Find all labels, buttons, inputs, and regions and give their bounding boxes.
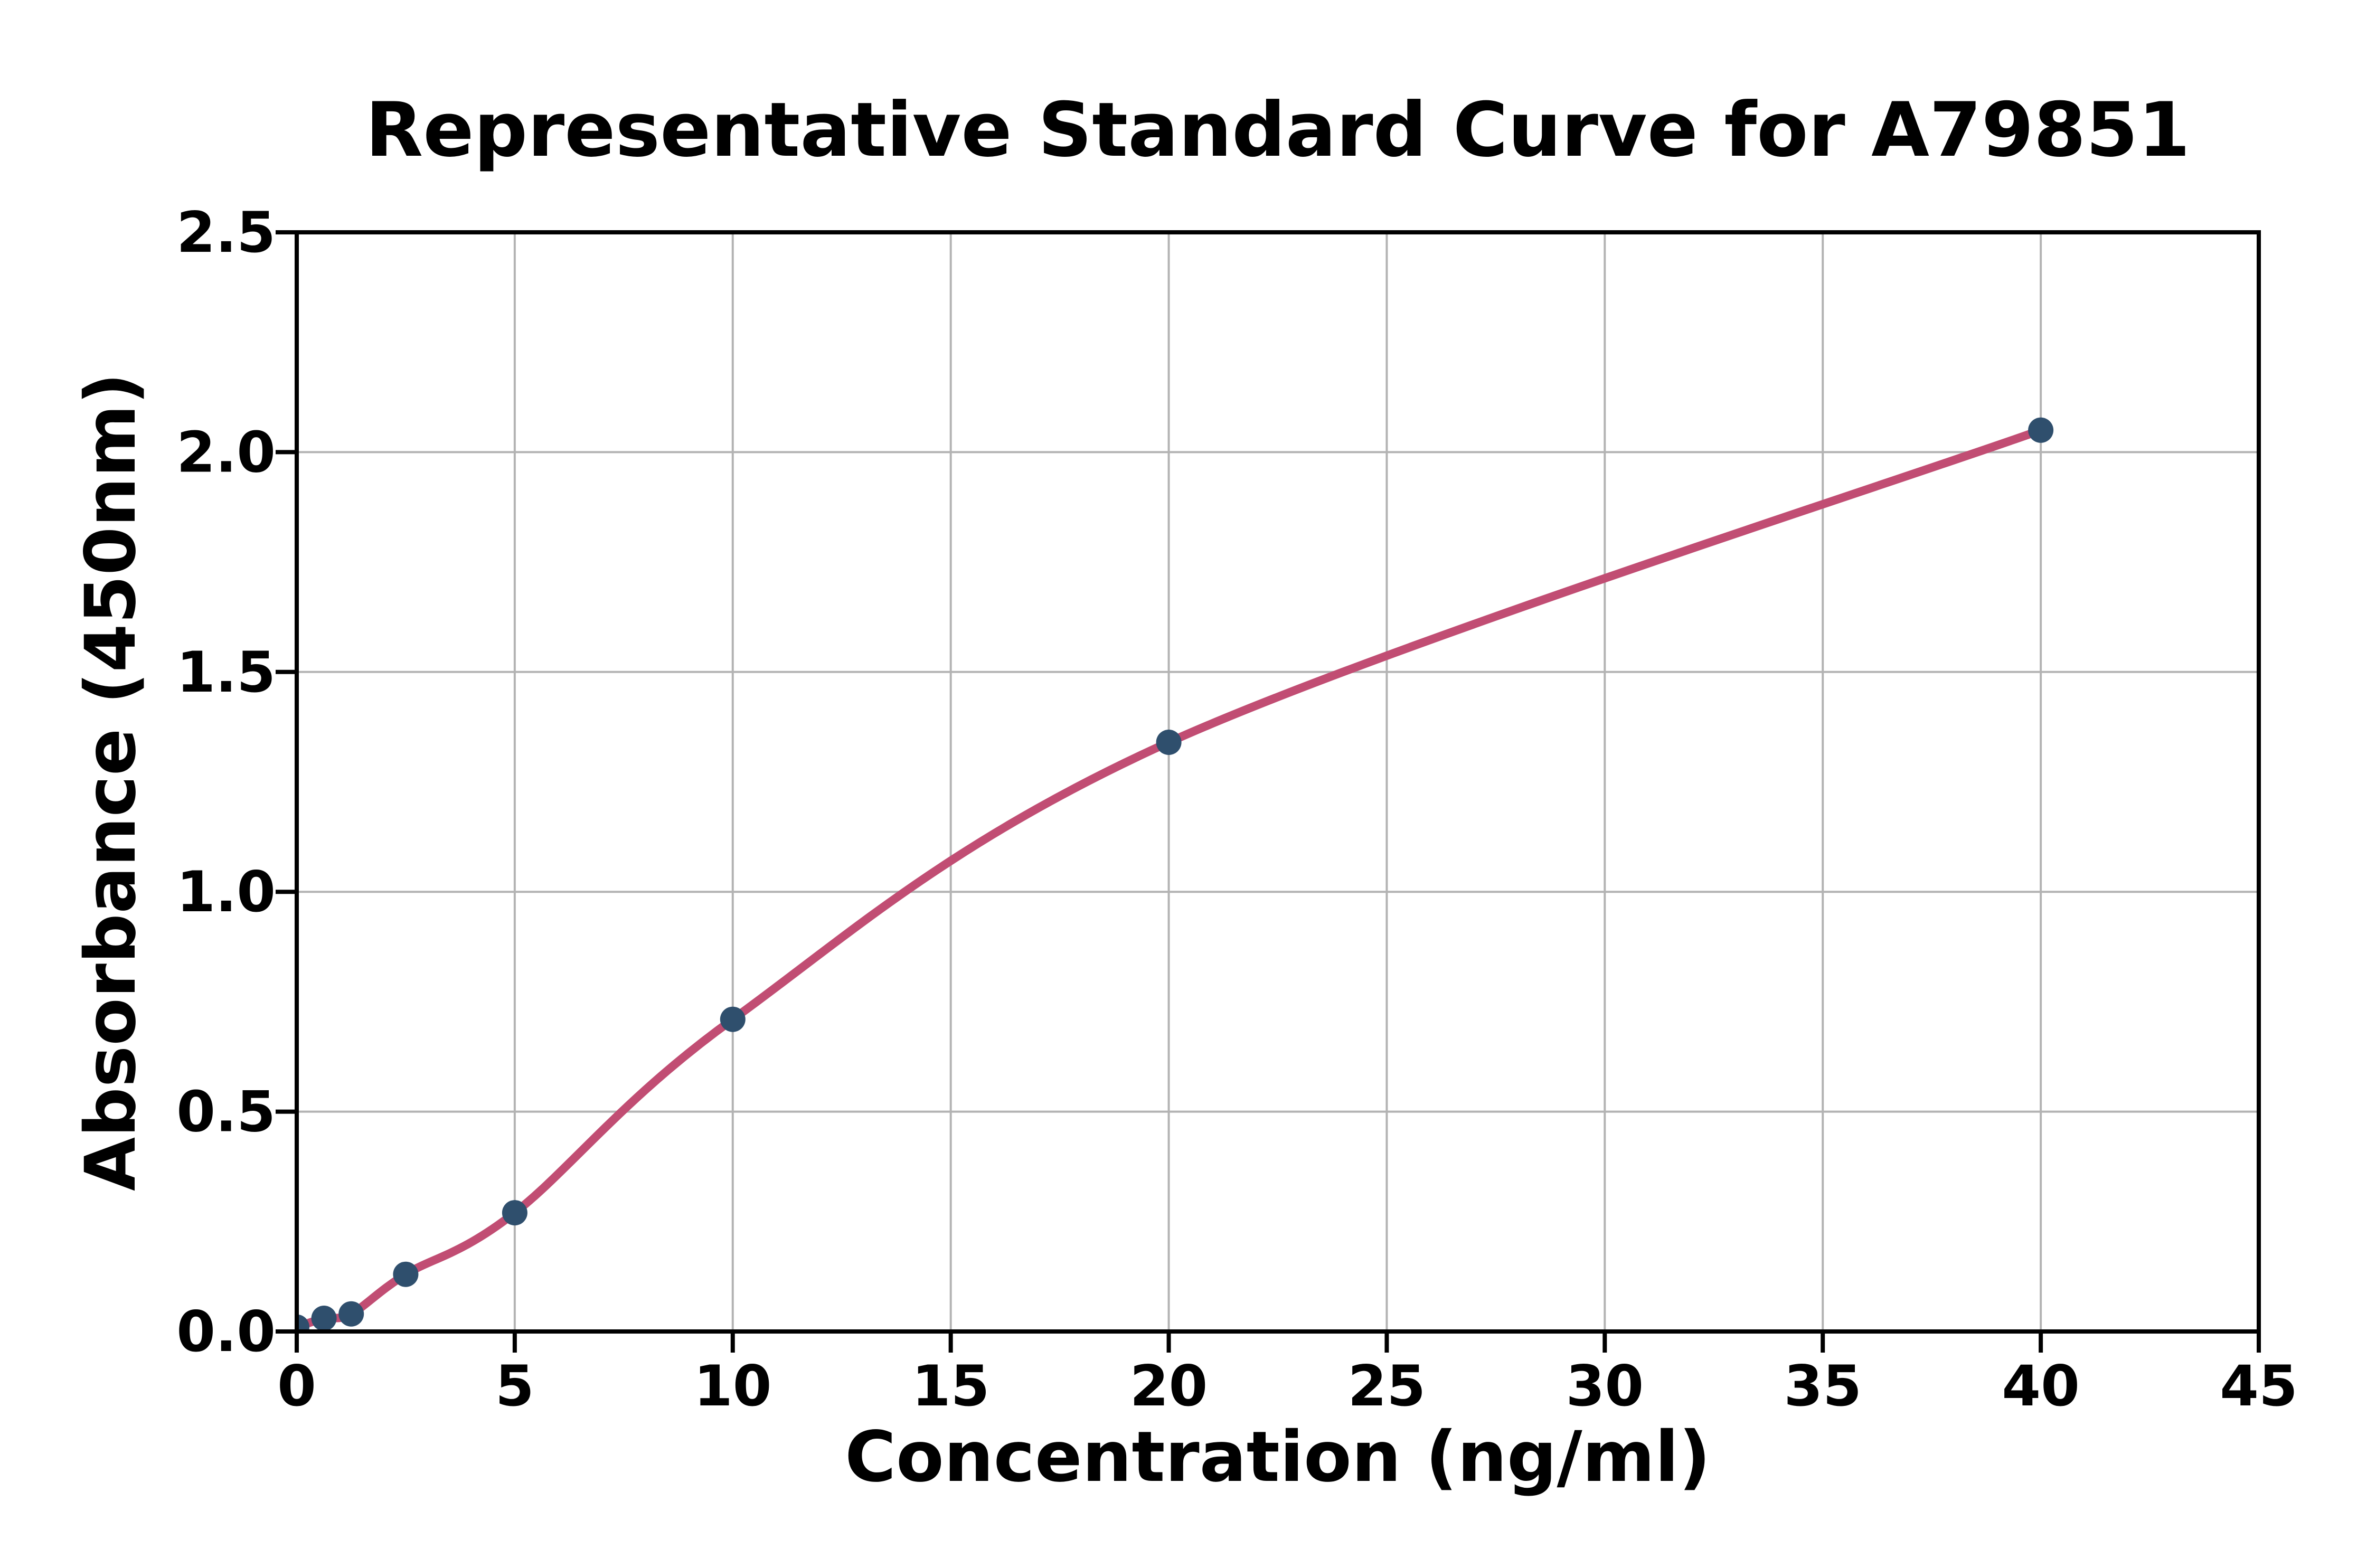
x-tick-label: 45	[2220, 1354, 2298, 1419]
x-tick-label: 5	[495, 1354, 534, 1419]
x-tick-label: 20	[1130, 1354, 1208, 1419]
x-tick-label: 10	[694, 1354, 772, 1419]
x-tick-label: 25	[1348, 1354, 1426, 1419]
x-tick-label: 35	[1784, 1354, 1862, 1419]
grid-lines	[297, 232, 2260, 1331]
y-tick-label: 1.0	[176, 859, 276, 924]
x-tick-label: 30	[1566, 1354, 1644, 1419]
x-tick-label: 15	[912, 1354, 990, 1419]
data-point	[720, 1006, 746, 1032]
x-axis-label: Concentration (ng/ml)	[845, 1416, 1711, 1498]
data-point	[297, 1314, 309, 1331]
data-point	[393, 1261, 419, 1287]
data-point	[502, 1200, 527, 1226]
x-tick-label: 40	[2002, 1354, 2080, 1419]
data-point	[311, 1306, 337, 1331]
axis-ticks	[276, 230, 2261, 1353]
plot-border	[295, 230, 2261, 1334]
data-layer	[297, 417, 2054, 1331]
data-point	[2028, 417, 2054, 443]
y-tick-label: 0.0	[176, 1299, 276, 1364]
y-axis-label: Absorbance (450nm)	[70, 373, 152, 1191]
y-tick-label: 2.5	[176, 200, 276, 265]
data-point	[1156, 730, 1182, 755]
y-tick-label: 0.5	[176, 1080, 276, 1145]
axis-tick-labels: 0 5 10 15 20 25 30 35 40 45 0.0 0.5 1.0 1.5 2.0 2.5	[176, 200, 2298, 1419]
data-point	[338, 1301, 364, 1327]
y-tick-label: 1.5	[176, 640, 276, 705]
x-tick-label: 0	[277, 1354, 316, 1419]
chart-title: Representative Standard Curve for A79851	[365, 87, 2190, 174]
y-tick-label: 2.0	[176, 420, 276, 485]
